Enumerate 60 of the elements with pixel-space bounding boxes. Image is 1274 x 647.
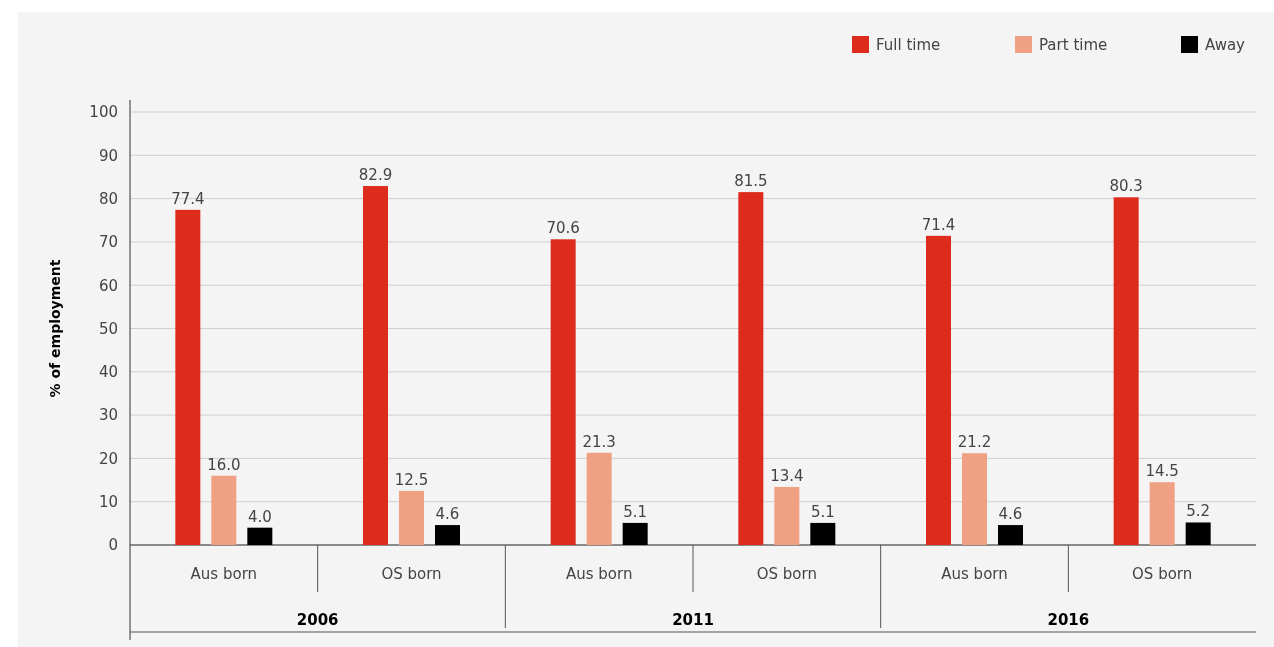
data-label: 70.6: [546, 219, 580, 238]
x-tick-label: Aus born: [941, 565, 1008, 583]
bar: [998, 525, 1023, 545]
bar: [363, 186, 388, 545]
y-tick-label: 10: [98, 493, 118, 511]
legend-label: Away: [1205, 36, 1246, 54]
legend-label: Full time: [876, 36, 941, 54]
data-label: 12.5: [394, 470, 429, 489]
bar: [738, 192, 764, 545]
x-tick-label: OS born: [756, 565, 817, 583]
data-label: 4.0: [247, 507, 272, 526]
data-label: 5.1: [623, 502, 648, 521]
data-label: 21.2: [957, 433, 992, 452]
data-label: 21.3: [582, 432, 616, 451]
text: 2006: [296, 611, 339, 629]
data-label: 5.2: [1186, 502, 1211, 521]
data-label: 81.5: [734, 172, 768, 191]
bar: [247, 527, 273, 545]
data-label: 80.3: [1109, 177, 1143, 196]
y-tick-label: 40: [98, 363, 118, 382]
data-label: 82.9: [358, 166, 393, 185]
text: 2011: [672, 611, 714, 629]
legend-label: Part time: [1039, 36, 1108, 54]
bar: [962, 453, 987, 545]
y-tick-label: 30: [98, 406, 118, 425]
bar: [810, 522, 836, 545]
bar: [586, 452, 612, 545]
data-label: 77.4: [171, 189, 205, 208]
data-label: 71.4: [921, 215, 956, 234]
x-tick-label: Aus born: [565, 565, 633, 583]
x-tick-label: OS born: [381, 565, 442, 583]
data-label: 13.4: [770, 466, 804, 485]
bar: [1185, 522, 1211, 545]
y-tick-label: 70: [98, 233, 118, 252]
y-tick-label: 100: [89, 103, 118, 122]
y-tick-label: 20: [98, 449, 118, 468]
x-tick-label: OS born: [1132, 565, 1193, 583]
bar: [399, 490, 424, 545]
y-tick-label: 80: [98, 189, 118, 208]
bar: [175, 209, 201, 545]
bar: [774, 486, 800, 545]
text: 2016: [1047, 611, 1090, 629]
bar: [435, 525, 460, 545]
y-tick-label: 0: [108, 536, 118, 555]
data-label: 14.5: [1145, 462, 1179, 481]
data-label: 16.0: [207, 455, 241, 474]
bar: [622, 522, 648, 545]
y-axis-title: % of employment: [47, 259, 63, 398]
data-label: 5.1: [810, 502, 835, 521]
x-tick-label: Aus born: [190, 565, 258, 583]
y-tick-label: 90: [98, 146, 118, 165]
bar: [211, 475, 237, 545]
bar: [1113, 197, 1139, 545]
y-tick-label: 50: [98, 319, 118, 338]
y-tick-label: 60: [98, 276, 118, 295]
bar: [926, 235, 951, 545]
bar: [1149, 482, 1175, 545]
bar: [550, 239, 576, 545]
data-label: 4.6: [998, 505, 1023, 524]
data-label: 4.6: [435, 505, 460, 524]
